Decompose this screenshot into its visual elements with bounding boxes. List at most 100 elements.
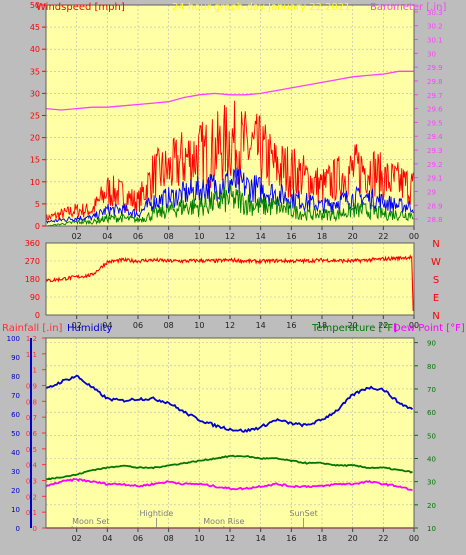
wind-x-tick-label: 02 (72, 232, 82, 241)
humidity-axis-label: Humidity (67, 323, 112, 334)
wind-x-tick-label: 08 (164, 232, 174, 241)
direction-x-tick-label: 14 (256, 321, 266, 330)
annotation-label: Moon Rise (203, 517, 244, 526)
wind-x-tick-label: 00 (409, 232, 419, 241)
wind-x-tick-label: 14 (256, 232, 266, 241)
barometer-series (45, 70, 414, 111)
windspeed-tick-label: 20 (30, 134, 40, 143)
temperature-tick-label: 50 (427, 432, 436, 440)
compass-label: N (432, 239, 439, 250)
windspeed-tick-label: 30 (30, 89, 40, 98)
barometer-tick-label: 29.1 (427, 175, 443, 183)
humidity-tick-label: 30 (11, 468, 20, 476)
humidity-tick-label: 20 (11, 487, 20, 495)
direction-x-tick-label: 22 (378, 321, 388, 330)
direction-x-tick-label: 16 (286, 321, 296, 330)
temperature-tick-label: 20 (427, 502, 436, 510)
humidity-tick-label: 100 (7, 335, 20, 343)
direction-x-tick-label: 12 (225, 321, 235, 330)
temperature-axis-label: Temperature [°F] (311, 323, 397, 334)
barometer-tick-label: 29.2 (427, 161, 443, 169)
humidity-tick-label: 70 (11, 392, 20, 400)
plot-frame-temp (45, 337, 415, 529)
temp-x-tick-label: 10 (194, 534, 204, 543)
direction-tick-label: 90 (30, 293, 40, 302)
wind-x-tick-label: 12 (225, 232, 235, 241)
temp-x-tick-label: 14 (256, 534, 266, 543)
wind-x-tick-label: 04 (102, 232, 112, 241)
temperature-tick-label: 90 (427, 340, 436, 348)
barometer-axis-label: Barometer [.in] (370, 2, 446, 13)
temp-x-tick-label: 16 (286, 534, 296, 543)
temp-x-tick-label: 08 (164, 534, 174, 543)
barometer-tick-label: 30 (427, 50, 436, 58)
humidity-tick-label: 90 (11, 354, 20, 362)
humidity-series (45, 374, 414, 433)
humidity-tick-label: 50 (11, 430, 20, 438)
temp-x-tick-label: 06 (133, 534, 143, 543)
compass-label: W (431, 257, 441, 268)
windspeed-tick-label: 10 (30, 178, 40, 187)
chart-labels: Windspeed [mph] 24 hour graph day Januar… (2, 2, 465, 334)
wind-x-tick-label: 06 (133, 232, 143, 241)
plot-background-temp (46, 338, 414, 528)
rainfall-tick-label: 0 (33, 525, 37, 533)
direction-x-tick-label: 10 (194, 321, 204, 330)
wind-x-tick-label: 18 (317, 232, 327, 241)
humidity-tick-label: 40 (11, 449, 20, 457)
barometer-tick-label: 29.4 (427, 133, 443, 141)
annotation-label: Hightide (140, 509, 174, 518)
temperature-tick-label: 30 (427, 479, 436, 487)
gust-series (45, 100, 414, 223)
temperature-tick-label: 10 (427, 525, 436, 533)
humidity-tick-label: 80 (11, 373, 20, 381)
wind-x-tick-label: 22 (378, 232, 388, 241)
wind-x-tick-label: 10 (194, 232, 204, 241)
temp-x-tick-label: 20 (348, 534, 358, 543)
avg-wind-series (45, 167, 414, 224)
direction-tick-label: 0 (35, 311, 40, 320)
temp-x-tick-label: 02 (72, 534, 82, 543)
dewpoint-axis-label: Dew Point [°F] (393, 323, 465, 334)
windspeed-tick-label: 15 (30, 156, 40, 165)
low-wind-series (45, 184, 414, 227)
temp-x-tick-label: 22 (378, 534, 388, 543)
humidity-tick-label: 60 (11, 411, 20, 419)
windspeed-tick-label: 40 (30, 45, 40, 54)
direction-x-tick-label: 06 (133, 321, 143, 330)
rainfall-tick-label: 1 (33, 367, 37, 375)
direction-x-tick-label: 02 (72, 321, 82, 330)
direction-tick-label: 180 (25, 275, 40, 284)
humidity-tick-label: 10 (11, 506, 20, 514)
direction-tick-label: 270 (25, 257, 40, 266)
annotation-label: SunSet (289, 509, 317, 518)
temperature-series (46, 454, 413, 481)
windspeed-axis-label: Windspeed [mph] (36, 2, 125, 13)
temp-x-tick-label: 18 (317, 534, 327, 543)
windspeed-tick-label: 35 (30, 67, 40, 76)
windspeed-tick-label: 50 (30, 1, 40, 10)
chart-title: 24 hour graph day January 22 2021 (172, 2, 350, 13)
barometer-tick-label: 29.3 (427, 147, 443, 155)
dewpoint-series (45, 477, 413, 492)
barometer-tick-label: 29.6 (427, 106, 443, 114)
temp-x-tick-label: 04 (102, 534, 112, 543)
barometer-tick-label: 29.5 (427, 119, 443, 127)
compass-label: N (432, 311, 439, 322)
windspeed-tick-label: 25 (30, 112, 40, 121)
direction-tick-label: 360 (25, 239, 40, 248)
windspeed-tick-label: 0 (35, 222, 40, 231)
temperature-tick-label: 60 (427, 409, 436, 417)
temperature-tick-label: 80 (427, 363, 436, 371)
windspeed-tick-label: 5 (35, 200, 40, 209)
barometer-tick-label: 28.9 (427, 202, 443, 210)
plot-frame-wind (45, 4, 415, 227)
axis-layer: 0510152025303540455028.828.92929.129.229… (7, 1, 444, 543)
temperature-tick-label: 40 (427, 455, 436, 463)
barometer-tick-label: 30.3 (427, 9, 443, 17)
direction-x-tick-label: 04 (102, 321, 112, 330)
wind-x-tick-label: 16 (286, 232, 296, 241)
rainfall-axis-label: Rainfall [.in] (2, 323, 63, 334)
barometer-tick-label: 30.1 (427, 37, 443, 45)
